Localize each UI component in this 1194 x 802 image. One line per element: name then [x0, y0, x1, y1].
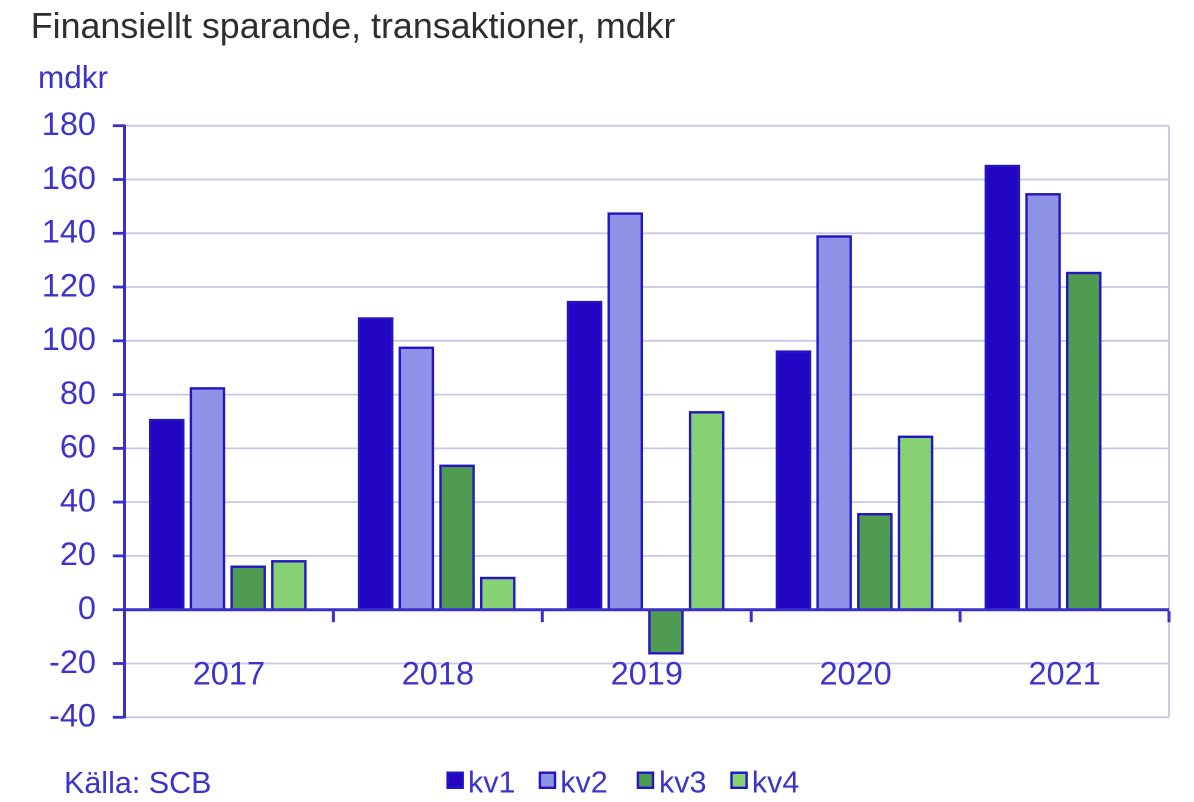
- svg-text:kv1: kv1: [468, 765, 515, 799]
- svg-text:60: 60: [60, 429, 96, 465]
- svg-text:kv4: kv4: [752, 765, 800, 799]
- svg-text:kv2: kv2: [560, 765, 607, 799]
- svg-text:2018: 2018: [402, 655, 474, 691]
- svg-text:180: 180: [42, 106, 96, 142]
- svg-text:-20: -20: [49, 644, 96, 680]
- svg-text:40: 40: [60, 482, 96, 518]
- svg-text:160: 160: [42, 160, 96, 196]
- svg-text:120: 120: [42, 267, 96, 303]
- svg-text:0: 0: [78, 590, 96, 626]
- svg-text:2020: 2020: [819, 655, 891, 691]
- svg-text:2019: 2019: [611, 655, 683, 691]
- svg-text:-40: -40: [49, 698, 96, 734]
- svg-text:140: 140: [42, 214, 96, 250]
- svg-text:kv3: kv3: [659, 765, 706, 799]
- svg-text:mdkr: mdkr: [38, 59, 108, 95]
- svg-text:Källa: SCB: Källa: SCB: [64, 766, 211, 800]
- svg-text:2021: 2021: [1028, 655, 1100, 691]
- svg-text:Finansiellt sparande, transakt: Finansiellt sparande, transaktioner, mdk…: [31, 6, 676, 46]
- svg-text:80: 80: [60, 375, 96, 411]
- svg-text:100: 100: [42, 321, 96, 357]
- svg-text:20: 20: [60, 536, 96, 572]
- svg-text:2017: 2017: [193, 655, 265, 691]
